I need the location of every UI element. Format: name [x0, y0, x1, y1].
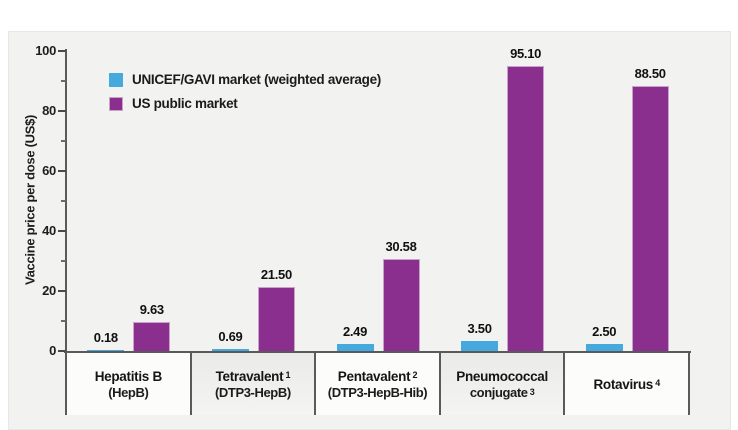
bar-unicef-gavi — [336, 343, 374, 351]
bar-value-label: 0.69 — [218, 328, 243, 344]
category-box: Tetravalent 1 (DTP3-HepB) — [190, 353, 316, 415]
x-axis-baseline — [64, 351, 691, 353]
y-axis-line — [65, 49, 67, 353]
bar-value-label: 2.50 — [592, 323, 617, 339]
bar-unicef-gavi — [87, 350, 125, 351]
legend-swatch-unicef-gavi — [109, 72, 123, 87]
category-separator — [438, 351, 441, 415]
category-label: Rotavirus 4 — [593, 376, 660, 392]
legend-label-unicef-gavi: UNICEF/GAVI market (weighted average) — [132, 72, 381, 87]
y-tick-label: 0 — [49, 343, 56, 358]
category-label: Pneumococcal — [456, 368, 548, 384]
legend: UNICEF/GAVI market (weighted average) US… — [109, 72, 381, 120]
category-separator — [65, 351, 67, 415]
bar-us-public — [382, 259, 420, 351]
bar-value-label: 3.50 — [467, 320, 492, 336]
bar-value-label: 95.10 — [510, 45, 542, 61]
bar-value-label: 88.50 — [634, 65, 666, 81]
legend-item-us-public: US public market — [109, 96, 381, 111]
y-tick-label: 20 — [42, 283, 56, 298]
y-tick-mark — [58, 170, 66, 172]
bar-value-label: 0.18 — [93, 330, 118, 345]
y-minor-tick-mark — [61, 140, 66, 142]
bar-unicef-gavi — [585, 343, 623, 351]
category-separator — [314, 351, 317, 415]
bar-unicef-gavi — [211, 348, 249, 351]
y-minor-tick-mark — [61, 320, 66, 322]
category-box: Pentavalent 2 (DTP3-HepB-Hib) — [315, 353, 440, 415]
y-tick-mark — [58, 350, 66, 352]
legend-swatch-us-public — [109, 96, 123, 111]
category-box: Hepatitis B (HepB) — [66, 353, 191, 415]
category-box: Rotavirus 4 — [564, 353, 689, 415]
bar-value-label: 21.50 — [260, 266, 292, 282]
y-axis-title: Vaccine price per dose (US$) — [22, 114, 38, 286]
bar-us-public — [133, 322, 171, 351]
category-sublabel: (DTP3-HepB) — [215, 384, 291, 400]
y-tick-mark — [58, 290, 66, 292]
y-tick-mark — [58, 110, 66, 112]
y-tick-label: 60 — [42, 163, 56, 178]
category-separator — [189, 351, 192, 415]
y-minor-tick-mark — [61, 200, 66, 202]
category-separator — [563, 351, 566, 415]
y-tick-mark — [58, 230, 66, 232]
bar-us-public — [631, 85, 669, 351]
category-separator — [688, 351, 690, 415]
category-sublabel: (DTP3-HepB-Hib) — [327, 384, 428, 400]
bar-value-label: 9.63 — [139, 302, 164, 318]
category-label: Pentavalent 2 — [337, 368, 418, 384]
y-minor-tick-mark — [61, 260, 66, 262]
bar-unicef-gavi — [461, 340, 499, 351]
bar-value-label: 2.49 — [342, 323, 368, 339]
bar-us-public — [507, 65, 545, 351]
bar-us-public — [257, 286, 295, 351]
y-tick-label: 100 — [35, 43, 56, 58]
y-tick-mark — [58, 50, 66, 52]
y-minor-tick-mark — [61, 80, 66, 82]
y-tick-label: 80 — [42, 103, 56, 118]
y-tick-label: 40 — [42, 223, 56, 238]
category-sublabel: (HepB) — [108, 384, 149, 400]
category-label: Tetravalent 1 — [215, 368, 291, 384]
bar-value-label: 30.58 — [385, 239, 417, 255]
category-sublabel: conjugate 3 — [469, 384, 535, 400]
category-label: Hepatitis B — [94, 368, 163, 384]
legend-item-unicef-gavi: UNICEF/GAVI market (weighted average) — [109, 72, 381, 87]
legend-label-us-public: US public market — [132, 96, 238, 111]
category-box: Pneumococcal conjugate 3 — [439, 353, 565, 415]
